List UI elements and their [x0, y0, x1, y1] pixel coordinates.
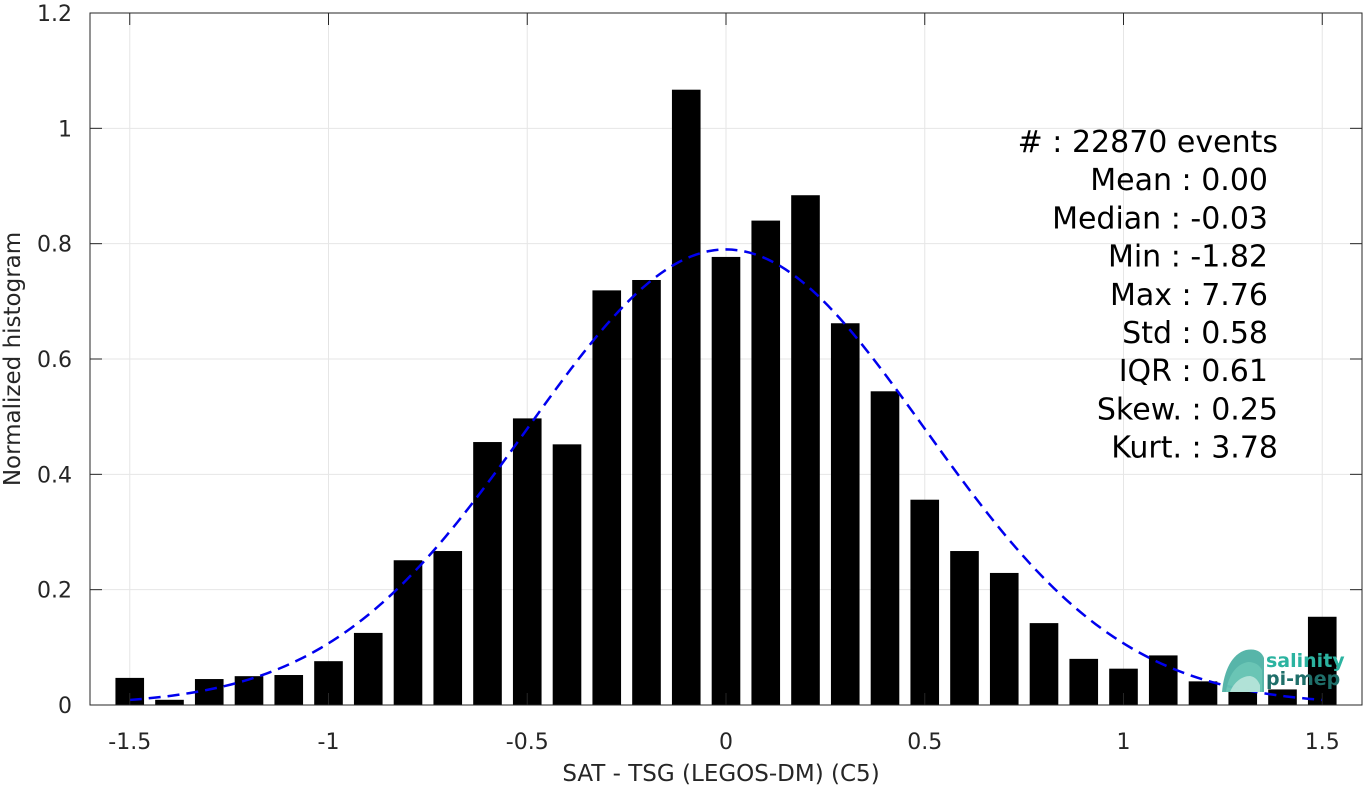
stats-line-2: Median : -0.03 — [1052, 201, 1268, 236]
histogram-bar-15 — [711, 256, 741, 705]
x-tick-label-5: 1 — [1117, 730, 1131, 755]
histogram-bar-23 — [1029, 623, 1059, 705]
salinity-pimep-logo: salinity pi-mep — [1222, 649, 1345, 692]
histogram-bar-10 — [512, 418, 542, 705]
y-tick-label-3: 0.6 — [37, 348, 72, 373]
stats-line-7: Skew. : 0.25 — [1097, 392, 1278, 427]
y-tick-label-1: 0.2 — [37, 579, 72, 604]
stats-line-4: Max : 7.76 — [1110, 278, 1268, 313]
histogram-bar-22 — [989, 572, 1019, 705]
histogram-bar-4 — [274, 675, 304, 705]
histogram-bar-14 — [671, 89, 701, 706]
x-tick-label-6: 1.5 — [1305, 730, 1340, 755]
stats-line-8: Kurt. : 3.78 — [1111, 431, 1278, 466]
histogram-bar-16 — [751, 220, 781, 705]
histogram-bar-8 — [433, 551, 463, 705]
histogram-bar-2 — [194, 679, 224, 705]
histogram-bar-26 — [1148, 655, 1178, 705]
x-tick-label-1: -1 — [318, 730, 340, 755]
histogram-bar-29 — [1268, 689, 1297, 705]
histogram-bar-12 — [592, 290, 622, 705]
histogram-bar-6 — [353, 632, 383, 705]
wave-logo-icon — [1222, 649, 1264, 692]
y-tick-label-2: 0.4 — [37, 463, 72, 488]
stats-line-5: Std : 0.58 — [1122, 316, 1268, 351]
y-tick-label-0: 0 — [58, 694, 72, 719]
stats-line-6: IQR : 0.61 — [1119, 354, 1268, 389]
fit-curve-layer — [129, 248, 1323, 702]
x-tick-label-3: 0 — [719, 730, 733, 755]
histogram-bar-9 — [473, 442, 502, 705]
histogram-bar-18 — [830, 323, 860, 705]
stats-line-0: # : 22870 events — [1018, 125, 1278, 160]
x-tick-label-4: 0.5 — [907, 730, 942, 755]
histogram-bar-27 — [1188, 681, 1218, 705]
y-tick-label-4: 0.8 — [37, 233, 72, 258]
histogram-bar-3 — [234, 676, 264, 705]
histogram-bar-1 — [155, 699, 184, 705]
histogram-bar-13 — [632, 279, 661, 705]
histogram-bar-19 — [870, 391, 900, 705]
logo-salinity-text: salinity — [1266, 650, 1345, 672]
stats-line-1: Mean : 0.00 — [1090, 163, 1268, 198]
y-tick-label-6: 1.2 — [37, 2, 72, 27]
histogram-bar-20 — [910, 499, 940, 705]
y-axis-label: Normalized histogram — [0, 232, 26, 486]
logo-pimep-text: pi-mep — [1266, 668, 1340, 690]
x-tick-label-0: -1.5 — [108, 730, 151, 755]
axes-frame — [89, 12, 1363, 706]
fit-curve-line — [129, 248, 1323, 702]
histogram-bar-7 — [393, 560, 423, 705]
x-tick-label-2: -0.5 — [506, 730, 549, 755]
x-axis-label: SAT - TSG (LEGOS-DM) (C5) — [562, 761, 879, 785]
histogram-bar-30 — [1307, 616, 1337, 705]
tick-labels: -1.5 -1 -0.5 0 0.5 1 1.5 0 0.2 0.4 0.6 0.8 1 1.2 — [37, 2, 1340, 755]
histogram-bar-24 — [1069, 658, 1099, 705]
y-tick-label-5: 1 — [58, 117, 72, 142]
histogram-bar-28 — [1228, 690, 1258, 705]
histogram-bar-17 — [791, 195, 820, 705]
histogram-bar-21 — [950, 551, 979, 705]
histogram-bar-11 — [552, 444, 582, 705]
bars-layer — [115, 89, 1337, 706]
stats-line-3: Min : -1.82 — [1108, 240, 1268, 275]
